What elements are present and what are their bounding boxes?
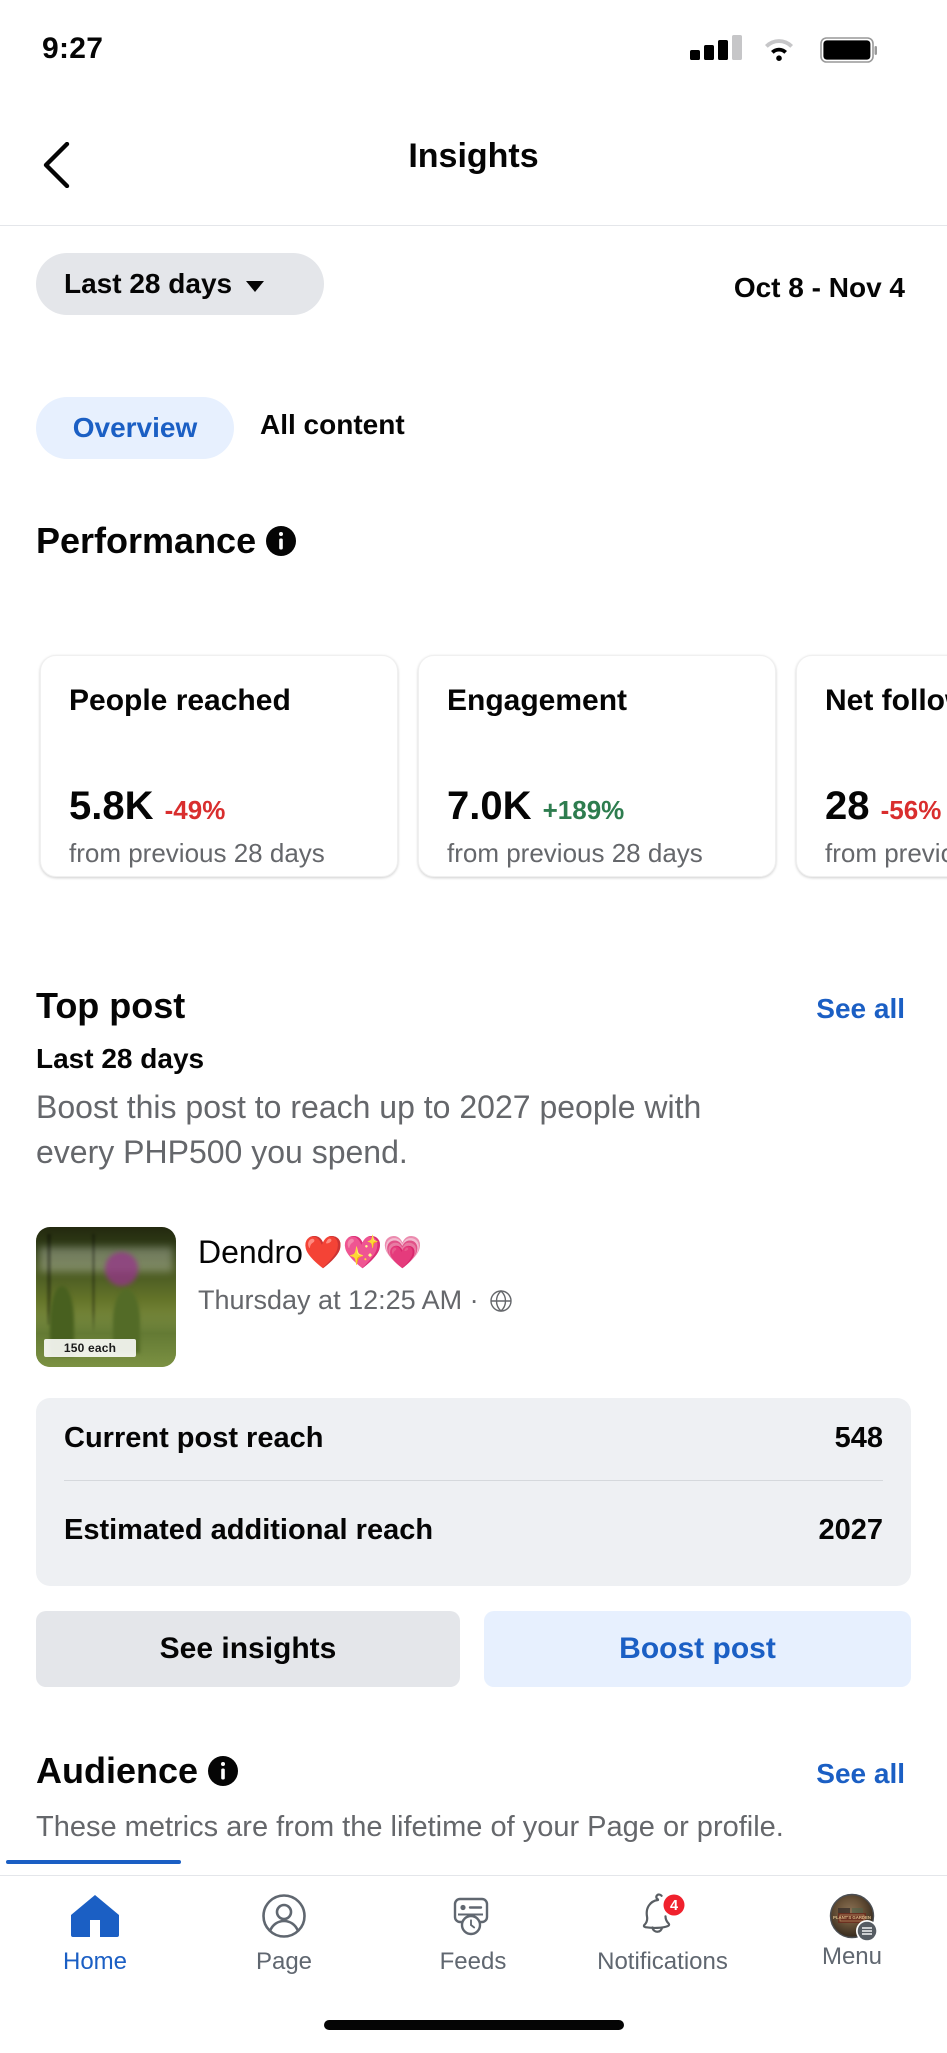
svg-text:4: 4 <box>669 1898 677 1914</box>
